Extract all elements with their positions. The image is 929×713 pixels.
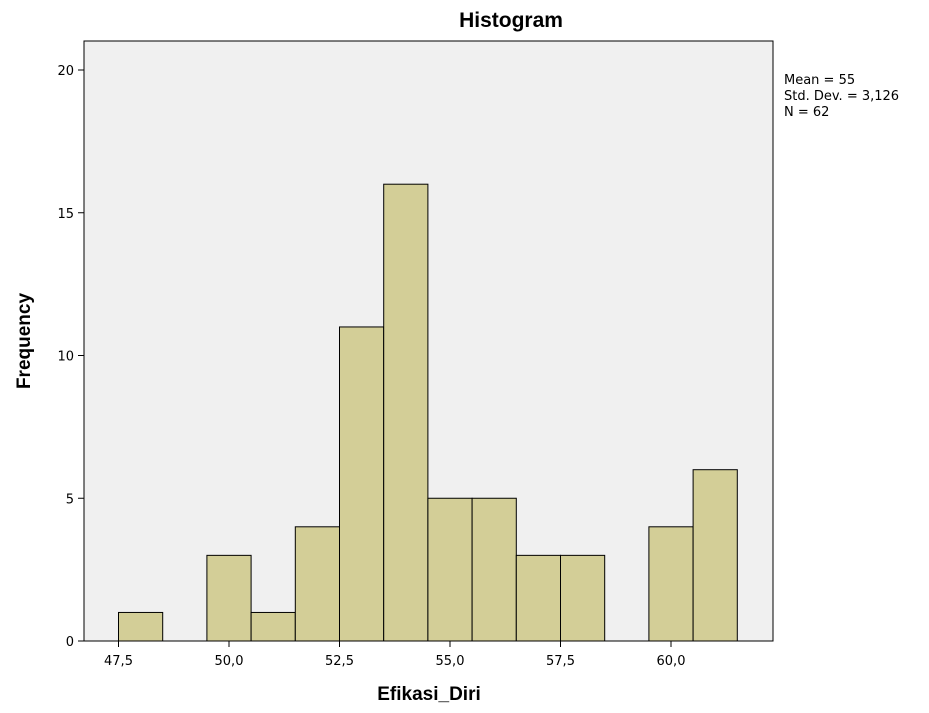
y-ticks-group: 0 5 10 15 20 [57, 64, 84, 650]
stat-n: N = 62 [784, 105, 829, 120]
histogram-bar-3 [294, 526, 340, 642]
y-tick-label-2: 10 [57, 350, 74, 365]
x-axis-label: Efikasi_Diri [377, 684, 481, 705]
y-tick-label-4: 20 [57, 64, 74, 79]
stat-std-dev: Std. Dev. = 3,126 [784, 89, 899, 104]
histogram-bar-4 [339, 326, 385, 642]
x-ticks-group: 47,5 50,0 52,5 55,0 57,5 60,0 [104, 641, 685, 669]
histogram-bar-11 [692, 469, 738, 642]
bars-group [118, 183, 738, 642]
statistics-box: Mean = 55 Std. Dev. = 3,126 N = 62 [784, 73, 899, 120]
x-tick-label-0: 47,5 [104, 654, 133, 669]
histogram-bar-6 [427, 497, 473, 642]
x-tick-label-5: 60,0 [657, 654, 686, 669]
x-tick-label-2: 52,5 [325, 654, 354, 669]
y-tick-label-1: 5 [66, 492, 74, 507]
chart-title: Histogram [459, 9, 563, 32]
x-tick-label-3: 55,0 [436, 654, 465, 669]
y-tick-label-0: 0 [66, 635, 74, 650]
histogram-bar-1 [206, 554, 252, 642]
y-axis-label: Frequency [14, 293, 35, 390]
y-tick-label-3: 15 [57, 207, 74, 222]
histogram-bar-9 [560, 554, 606, 642]
x-tick-label-4: 57,5 [546, 654, 575, 669]
histogram-bar-2 [250, 611, 296, 642]
x-tick-label-1: 50,0 [215, 654, 244, 669]
stat-mean: Mean = 55 [784, 73, 855, 88]
histogram-bar-5 [383, 183, 429, 642]
histogram-bar-7 [471, 497, 517, 642]
histogram-bar-8 [515, 554, 561, 642]
histogram-bar-10 [648, 526, 694, 642]
histogram-bar-0 [118, 611, 164, 642]
